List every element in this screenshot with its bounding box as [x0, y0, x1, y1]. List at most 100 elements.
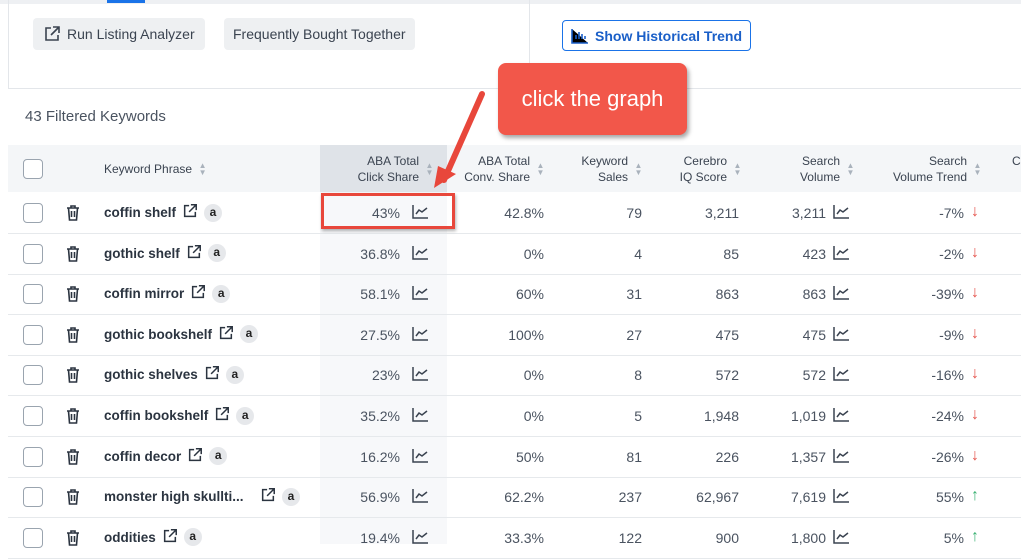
trend-graph-icon[interactable]	[833, 529, 850, 547]
trash-icon[interactable]	[66, 408, 80, 427]
keyword-phrase[interactable]: gothic shelf	[104, 245, 180, 261]
row-checkbox[interactable]	[23, 284, 43, 305]
trend-graph-icon[interactable]	[412, 245, 429, 263]
header-label: C	[1012, 154, 1021, 168]
trash-icon[interactable]	[66, 326, 80, 346]
external-link-icon[interactable]	[214, 406, 230, 425]
trash-icon[interactable]	[66, 489, 80, 508]
trend-graph-icon[interactable]	[833, 326, 850, 344]
trend-graph-icon[interactable]	[412, 366, 429, 384]
row-checkbox[interactable]	[23, 365, 43, 386]
trash-icon[interactable]	[66, 367, 80, 386]
external-link-icon[interactable]	[190, 284, 206, 303]
trend-graph-icon[interactable]	[833, 204, 850, 222]
show-historical-trend-button[interactable]: Show Historical Trend	[562, 20, 752, 51]
row-checkbox[interactable]	[23, 243, 43, 264]
arrow-up-icon: ↑	[971, 527, 979, 545]
table-row: coffin shelf a 43% 42.8% 79 3,211 3,211 …	[8, 193, 1021, 234]
trend-graph-icon[interactable]	[833, 448, 850, 466]
trend-graph-icon[interactable]	[412, 285, 429, 303]
cerebro-iq-score: 62,967	[696, 489, 739, 506]
table-row: coffin bookshelf a 35.2% 0% 5 1,948 1,01…	[8, 396, 1021, 437]
amazon-icon[interactable]: a	[212, 284, 231, 303]
amazon-icon[interactable]: a	[236, 406, 255, 425]
aba-conv-share: 0%	[523, 245, 544, 262]
amazon-icon[interactable]: a	[204, 203, 223, 222]
amazon-icon[interactable]: a	[209, 447, 228, 466]
trend-graph-icon[interactable]	[412, 407, 429, 425]
trend-graph-icon[interactable]	[833, 366, 850, 384]
trend-graph-icon[interactable]	[412, 448, 429, 466]
trash-icon[interactable]	[66, 529, 80, 549]
trash-icon[interactable]	[66, 286, 80, 305]
trend-graph-icon[interactable]	[412, 326, 429, 344]
trash-icon[interactable]	[66, 448, 80, 468]
keyword-phrase[interactable]: gothic shelves	[104, 367, 198, 383]
trend-graph-icon[interactable]	[412, 488, 429, 506]
amazon-icon[interactable]: a	[207, 244, 226, 263]
header-keyword-sales[interactable]: Keyword Sales ▲ ▼	[555, 145, 643, 192]
header-label: Search Volume	[799, 153, 840, 184]
header-search-volume[interactable]: Search Volume ▲ ▼	[760, 145, 855, 192]
header-aba-click-share[interactable]: ABA Total Click Share ▲ ▼	[330, 145, 434, 192]
trend-graph-icon[interactable]	[833, 285, 850, 303]
external-link-icon[interactable]	[187, 447, 203, 466]
table-row: gothic shelf a 36.8% 0% 4 85 423 -2% ↓	[8, 234, 1021, 275]
trend-graph-icon[interactable]	[412, 529, 429, 547]
header-next-column[interactable]: C	[1012, 145, 1021, 192]
row-checkbox[interactable]	[23, 487, 43, 508]
amazon-icon[interactable]: a	[282, 487, 300, 506]
row-checkbox[interactable]	[23, 203, 43, 223]
aba-click-share: 16.2%	[360, 448, 400, 465]
keyword-phrase[interactable]: monster high skullti...	[104, 489, 244, 505]
amazon-icon[interactable]: a	[225, 365, 244, 384]
aba-conv-share: 100%	[508, 326, 544, 343]
trend-graph-icon[interactable]	[412, 204, 429, 222]
keyword-phrase[interactable]: coffin bookshelf	[104, 408, 209, 423]
frequently-bought-together-button[interactable]: Frequently Bought Together	[224, 18, 415, 50]
external-link-icon[interactable]	[182, 203, 198, 222]
search-volume: 3,211	[792, 205, 826, 221]
search-volume-trend: -24%	[931, 408, 964, 424]
keyword-phrase[interactable]: coffin decor	[104, 448, 182, 464]
select-all-checkbox[interactable]	[23, 159, 43, 179]
run-listing-analyzer-button[interactable]: Run Listing Analyzer	[33, 18, 205, 50]
trend-graph-icon[interactable]	[833, 488, 850, 506]
aba-conv-share: 62.2%	[504, 489, 544, 506]
external-link-icon[interactable]	[204, 365, 220, 384]
cerebro-iq-score: 863	[715, 286, 739, 303]
trash-icon[interactable]	[66, 205, 80, 224]
keyword-phrase[interactable]: coffin shelf	[104, 205, 177, 220]
cerebro-iq-score: 85	[723, 245, 739, 262]
header-cerebro-iq-score[interactable]: Cerebro IQ Score ▲ ▼	[650, 145, 742, 192]
amazon-icon[interactable]: a	[183, 528, 202, 547]
header-keyword-phrase[interactable]: Keyword Phrase ▲ ▼	[104, 145, 214, 192]
sort-icon: ▲ ▼	[425, 160, 434, 177]
keyword-cell: oddities a	[104, 528, 202, 547]
arrow-down-icon: ↓	[971, 324, 979, 342]
external-link-icon[interactable]	[162, 528, 178, 547]
aba-click-share: 23%	[371, 367, 400, 384]
external-link-icon[interactable]	[218, 325, 234, 344]
keyword-phrase[interactable]: oddities	[104, 529, 156, 545]
external-link-icon[interactable]	[260, 487, 276, 506]
row-checkbox[interactable]	[23, 446, 43, 467]
trash-icon[interactable]	[66, 245, 80, 265]
header-search-volume-trend[interactable]: Search Volume Trend ▲ ▼	[860, 145, 982, 192]
row-checkbox[interactable]	[23, 406, 43, 426]
cerebro-iq-score: 572	[715, 367, 739, 384]
keyword-phrase[interactable]: gothic bookshelf	[104, 326, 212, 342]
amazon-icon[interactable]: a	[240, 325, 258, 344]
aba-click-share: 58.1%	[360, 286, 400, 303]
table-row: gothic bookshelf a 27.5% 100% 27 475 475…	[8, 315, 1021, 356]
header-aba-conv-share[interactable]: ABA Total Conv. Share ▲ ▼	[450, 145, 545, 192]
annotation-callout: click the graph	[498, 63, 687, 135]
keyword-phrase[interactable]: coffin mirror	[104, 286, 185, 302]
row-checkbox[interactable]	[23, 527, 43, 548]
trend-graph-icon[interactable]	[833, 407, 850, 425]
external-link-icon[interactable]	[186, 244, 202, 263]
aba-click-share: 35.2%	[360, 408, 400, 424]
trend-graph-icon[interactable]	[833, 245, 850, 263]
divider	[8, 0, 9, 88]
row-checkbox[interactable]	[23, 324, 43, 345]
